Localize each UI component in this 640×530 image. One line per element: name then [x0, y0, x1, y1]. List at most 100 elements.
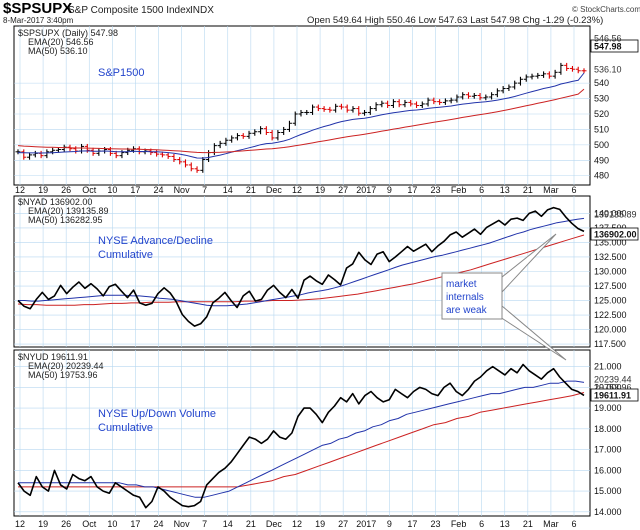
callout-line2: internals — [446, 292, 484, 303]
y-tick-label: 130.000 — [594, 267, 627, 277]
price-bar — [338, 103, 344, 110]
y-tick-label: 117.500 — [594, 339, 626, 349]
price-bar — [408, 99, 414, 107]
x-tick-label: 12 — [292, 185, 302, 195]
price-bar — [414, 101, 420, 108]
price-bar — [460, 92, 466, 100]
price-bar — [229, 135, 235, 143]
cumulative-line — [17, 363, 585, 509]
price-bar — [569, 65, 575, 72]
price-bar — [286, 120, 292, 132]
price-bar — [246, 130, 252, 139]
ad-legend: $NYAD 136902.00 EMA(20) 139135.89 MA(50)… — [18, 197, 213, 261]
x-tick-label: 2017 — [356, 185, 376, 195]
price-bar — [564, 62, 570, 71]
price-bar — [465, 92, 471, 99]
price-bar — [304, 109, 310, 115]
price-bar — [385, 100, 391, 108]
price-bar — [419, 101, 425, 108]
y-tick-label: 490 — [594, 155, 609, 165]
x-tick-label: Nov — [174, 519, 191, 529]
ema20-line — [17, 72, 585, 159]
x-tick-label: 21 — [246, 185, 256, 195]
price-bar — [489, 92, 495, 100]
last-value-label: 136902.00 — [594, 230, 637, 240]
price-bar — [541, 71, 547, 78]
ma50-line — [17, 234, 585, 306]
legend-ema: EMA(20) 546.56 — [28, 37, 94, 47]
last-value-box — [590, 388, 639, 402]
price-bar — [535, 72, 541, 79]
price-bar — [27, 152, 33, 160]
y-tick-label: 510 — [594, 124, 609, 134]
ticker-symbol: $SPSUPX — [3, 0, 72, 17]
x-tick-label: 19 — [38, 519, 48, 529]
y-tick-label: 480 — [594, 171, 609, 181]
price-bar — [367, 106, 373, 115]
x-tick-label: 13 — [500, 519, 510, 529]
legend-nyad: $NYAD 136902.00 — [18, 197, 92, 207]
price-bar — [90, 147, 96, 156]
x-tick-label: 23 — [430, 185, 440, 195]
y-tick-label: 120.000 — [594, 325, 627, 335]
price-bar — [344, 104, 350, 113]
chart-marks — [15, 62, 587, 509]
price-bar — [321, 106, 327, 112]
legend-ad-ema: EMA(20) 139135.89 — [28, 206, 109, 216]
volume-panel — [13, 349, 591, 517]
x-tick-label: 27 — [338, 185, 348, 195]
y-tick-label: 15.000 — [594, 486, 622, 496]
price-bar — [223, 137, 229, 146]
y-tick-label: 20.000 — [594, 382, 622, 392]
x-tick-label: Dec — [266, 519, 283, 529]
price-bar — [252, 129, 258, 136]
last-value-box — [590, 227, 639, 241]
price-bar — [425, 97, 431, 107]
y-tick-label: 16.000 — [594, 465, 622, 475]
last-value-label: 19753.96 — [594, 383, 632, 393]
x-tick-label: Mar — [543, 185, 559, 195]
price-bar — [217, 140, 223, 149]
x-tick-label: 19 — [315, 185, 325, 195]
y-tick-label: 135.000 — [594, 237, 627, 247]
ma50-line — [17, 88, 585, 154]
chart-date: 8-Mar-2017 3:40pm — [3, 16, 74, 25]
price-bar — [437, 99, 443, 105]
price-bar — [396, 99, 402, 108]
x-tick-label: 6 — [479, 519, 484, 529]
price-bar — [333, 103, 339, 113]
price-bar — [442, 98, 448, 105]
price-bar — [159, 151, 165, 158]
last-value-label: 547.98 — [594, 42, 622, 52]
y-tick-label: 530 — [594, 94, 609, 104]
ema20-line — [18, 380, 585, 498]
price-bar — [581, 68, 587, 74]
price-bar — [281, 126, 287, 135]
last-value-label: 20239.44 — [594, 375, 632, 385]
x-tick-label: 24 — [153, 519, 163, 529]
x-tick-label: 24 — [153, 185, 163, 195]
x-tick-label: 27 — [338, 519, 348, 529]
panel-annotation-line2: Cumulative — [98, 422, 153, 434]
price-bar — [154, 150, 160, 157]
y-tick-label: 140.000 — [594, 208, 627, 218]
y-tick-label: 520 — [594, 109, 609, 119]
watermark: © StockCharts.com — [572, 5, 640, 14]
ema20-line — [18, 217, 585, 307]
price-bar — [310, 104, 316, 115]
panel-annotation-line2: Cumulative — [98, 249, 153, 261]
x-tick-label: 10 — [107, 185, 117, 195]
y-tick-label: 17.000 — [594, 445, 622, 455]
price-bar — [240, 133, 246, 139]
price-bar — [448, 97, 454, 104]
price-bar — [200, 157, 206, 173]
price-bar — [182, 159, 188, 168]
legend-ad-ma: MA(50) 136282.95 — [28, 215, 103, 225]
last-value-box — [590, 39, 639, 53]
price-legend: $SPSUPX (Daily) 547.98 EMA(20) 546.56 MA… — [18, 28, 144, 79]
quote-summary: Open 549.64 High 550.46 Low 547.63 Last … — [307, 15, 603, 26]
y-tick-label: 125.000 — [594, 296, 627, 306]
exchange-label: INDX — [190, 5, 214, 16]
price-bar — [494, 88, 500, 98]
